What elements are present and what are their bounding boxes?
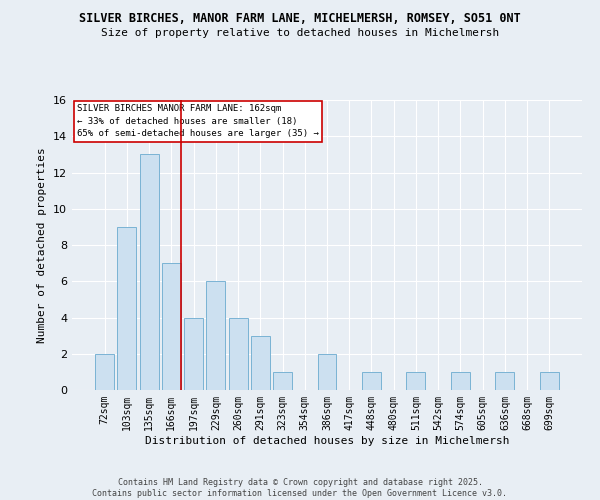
Bar [140, 154, 158, 390]
Text: Size of property relative to detached houses in Michelmersh: Size of property relative to detached ho… [101, 28, 499, 38]
Y-axis label: Number of detached properties: Number of detached properties [37, 147, 47, 343]
Bar [406, 372, 425, 390]
Bar [162, 263, 181, 390]
Text: SILVER BIRCHES, MANOR FARM LANE, MICHELMERSH, ROMSEY, SO51 0NT: SILVER BIRCHES, MANOR FARM LANE, MICHELM… [79, 12, 521, 26]
X-axis label: Distribution of detached houses by size in Michelmersh: Distribution of detached houses by size … [145, 436, 509, 446]
Text: SILVER BIRCHES MANOR FARM LANE: 162sqm
← 33% of detached houses are smaller (18): SILVER BIRCHES MANOR FARM LANE: 162sqm ←… [77, 104, 319, 138]
Bar [362, 372, 381, 390]
Bar [540, 372, 559, 390]
Bar [496, 372, 514, 390]
Bar [206, 281, 225, 390]
Bar [95, 354, 114, 390]
Bar [251, 336, 270, 390]
Bar [317, 354, 337, 390]
Bar [118, 227, 136, 390]
Bar [273, 372, 292, 390]
Text: Contains HM Land Registry data © Crown copyright and database right 2025.
Contai: Contains HM Land Registry data © Crown c… [92, 478, 508, 498]
Bar [451, 372, 470, 390]
Bar [229, 318, 248, 390]
Bar [184, 318, 203, 390]
